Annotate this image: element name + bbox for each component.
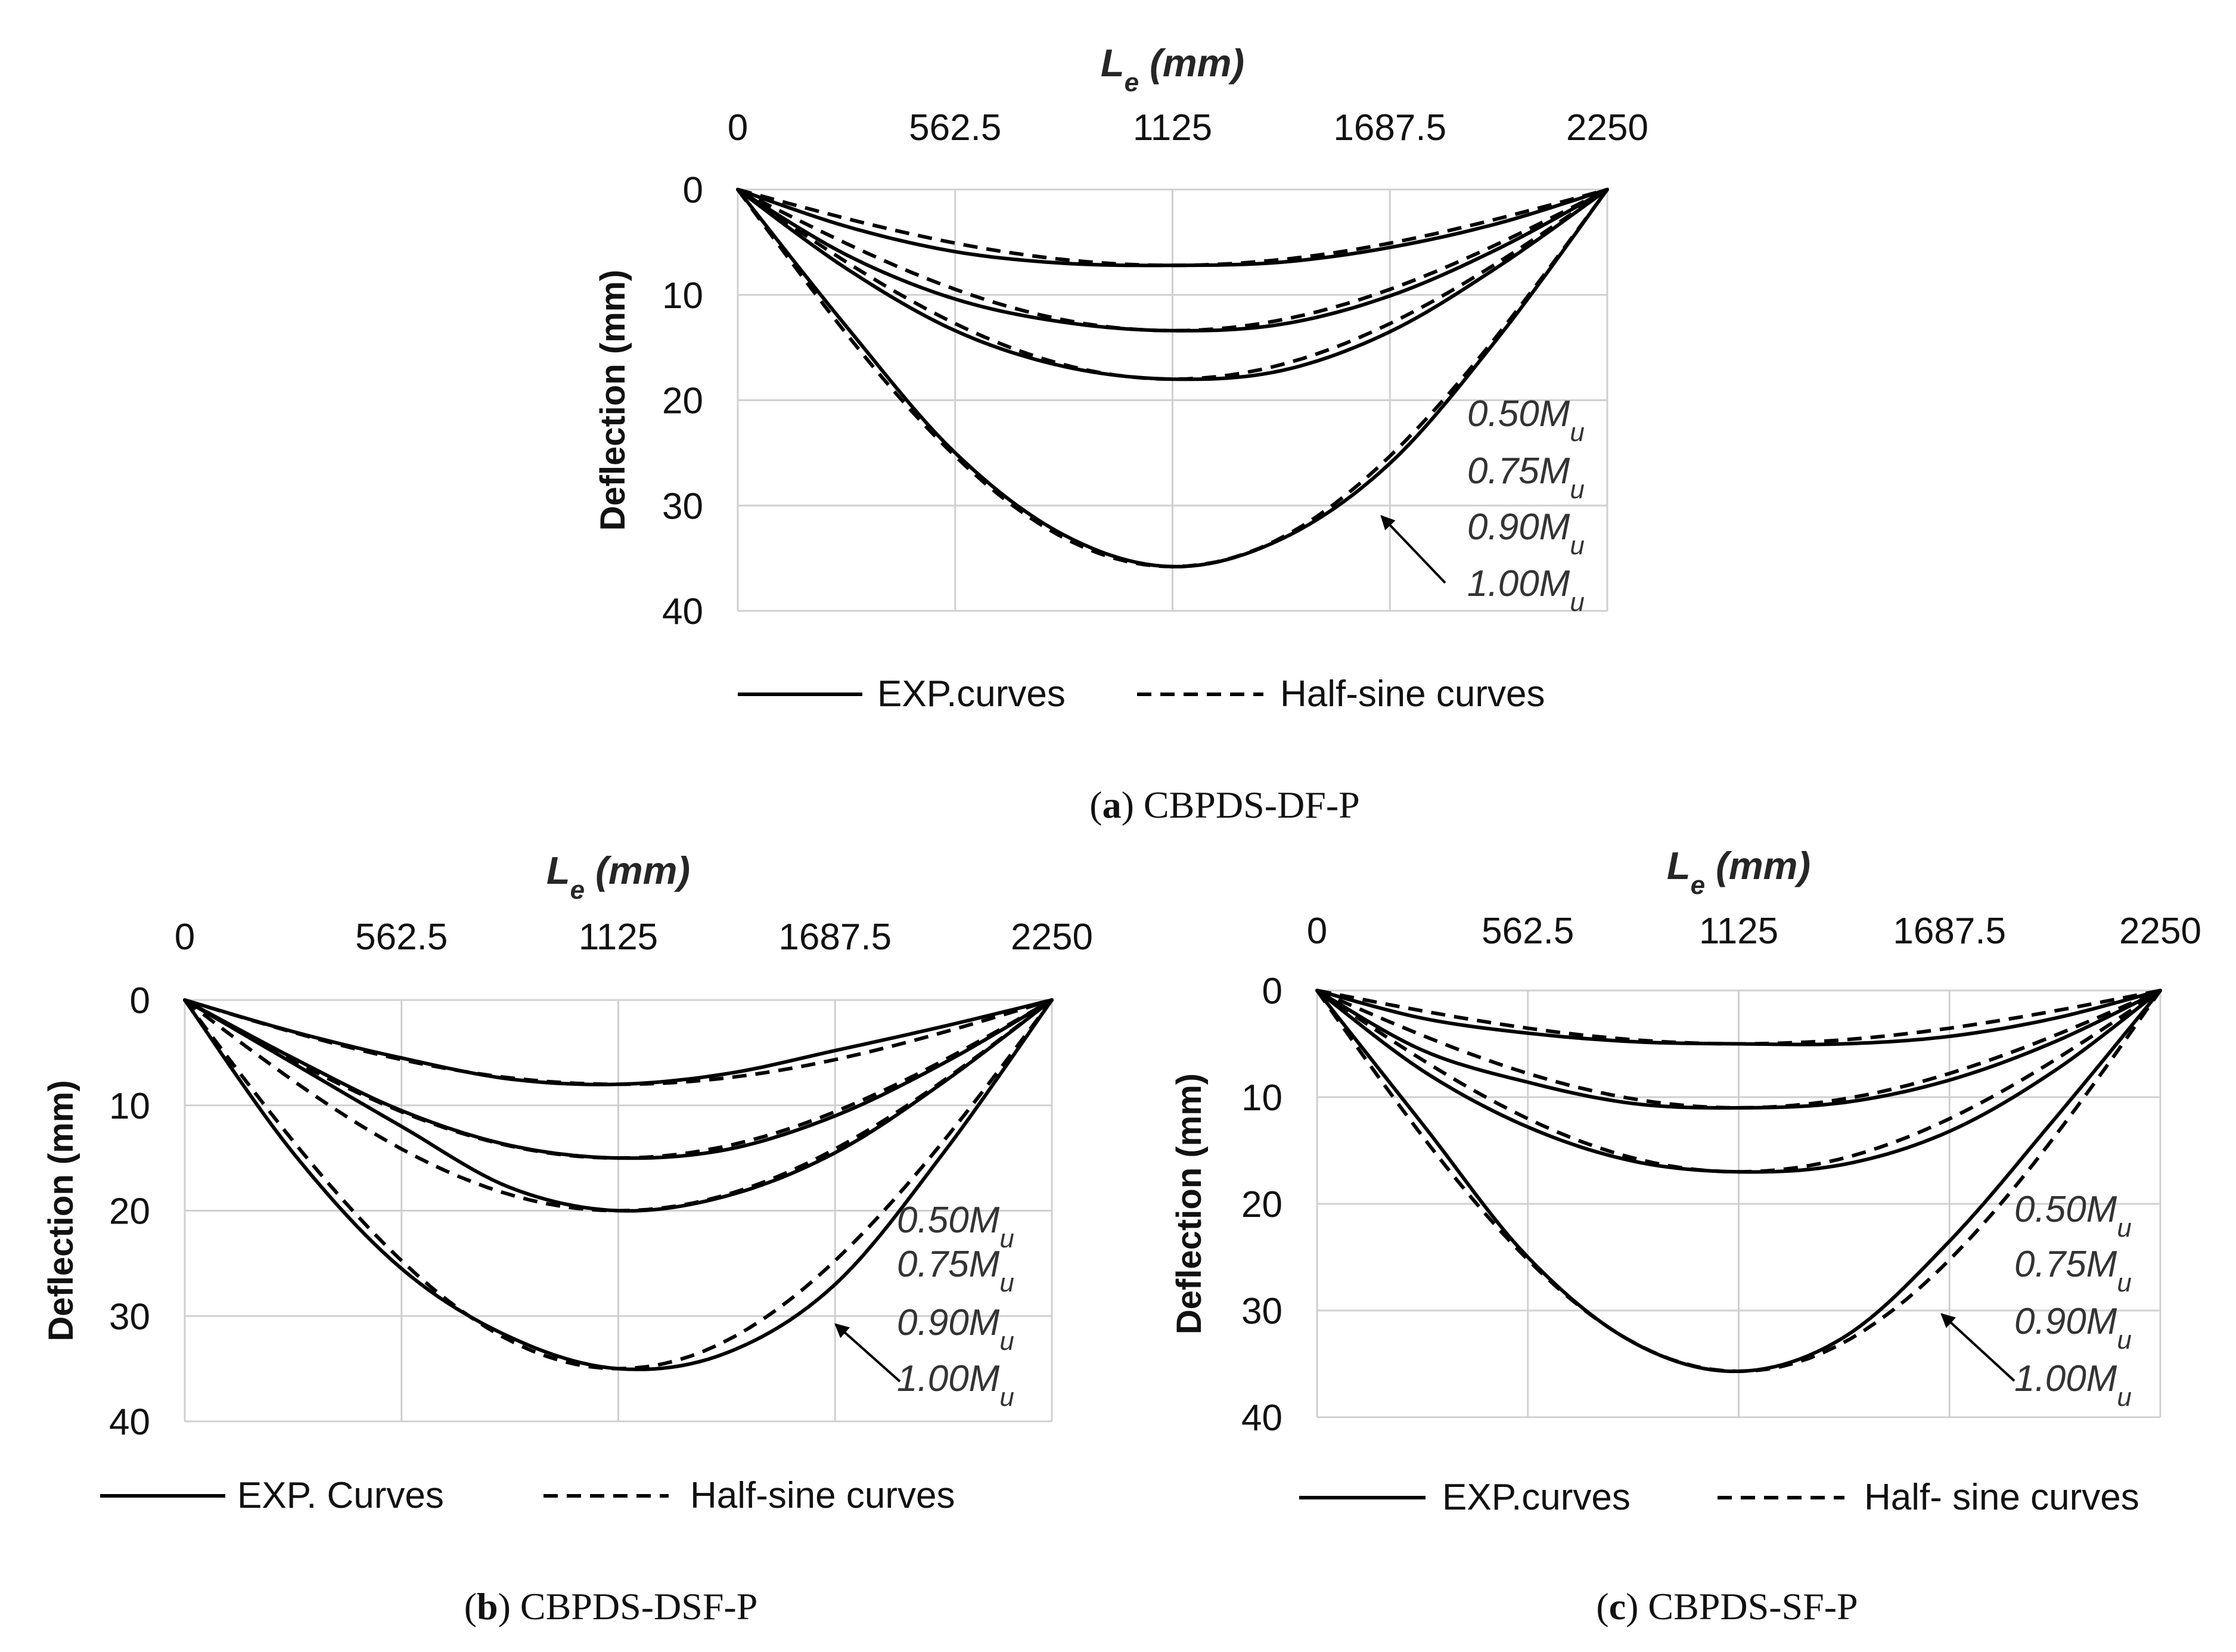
chart-title: Le (mm) [1101, 41, 1244, 97]
y-tick-label: 40 [109, 1402, 150, 1443]
x-tick-label: 0 [728, 107, 748, 148]
chart-panel-c: 0 562.5 1125 1687.5 2250 0 10 20 30 40 Le (mm) Defl… [1170, 844, 2201, 1628]
exp-curve-2 [736, 188, 1609, 333]
moment-level-label: 0.50Mu [1467, 393, 1585, 447]
y-tick-label: 20 [109, 1191, 150, 1232]
panel-caption: (b) CBPDS-DSF-P [464, 1585, 758, 1628]
half-sine-curve-1 [184, 998, 1052, 1086]
x-tick-label: 1687.5 [1333, 107, 1446, 148]
half-sine-curve-1 [737, 188, 1608, 268]
half-sine-curve-7 [1315, 989, 2162, 1373]
exp-curve-2 [1315, 989, 2162, 1110]
moment-level-label: 0.75Mu [2014, 1244, 2132, 1297]
moment-level-label: 1.00Mu [897, 1358, 1014, 1412]
y-axis-label: Deflection (mm) [594, 269, 632, 530]
x-tick-label: 2250 [1011, 917, 1093, 958]
x-tick-label: 1125 [1699, 911, 1778, 952]
moment-level-label: 0.90Mu [897, 1302, 1014, 1356]
moment-level-label: 0.50Mu [2014, 1189, 2132, 1243]
moment-level-label: 0.90Mu [1467, 507, 1585, 560]
panel-caption: (a) CBPDS-DF-P [1089, 784, 1359, 826]
annotation-arrow [834, 1323, 901, 1383]
moment-level-label: 0.50Mu [897, 1200, 1014, 1253]
y-tick-label: 10 [1241, 1077, 1282, 1119]
x-tick-label: 1687.5 [1893, 911, 2006, 952]
x-tick-label: 1125 [579, 917, 658, 958]
half-sine-curve-3 [1316, 989, 2162, 1110]
x-tick-label: 1125 [1133, 107, 1212, 148]
legend-solid-label: EXP.curves [1442, 1477, 1631, 1518]
y-tick-label: 30 [662, 486, 703, 527]
half-sine-curve-5 [737, 188, 1608, 381]
legend-dashed-label: Half- sine curves [1864, 1477, 2139, 1518]
x-tick-label: 562.5 [1482, 911, 1574, 952]
y-axis-label: Deflection (mm) [1170, 1073, 1209, 1334]
half-sine-curve-7 [183, 999, 1054, 1371]
y-tick-label: 0 [130, 980, 150, 1021]
x-tick-label: 0 [1307, 911, 1327, 952]
legend-solid-label: EXP. Curves [237, 1475, 444, 1516]
chart-title: Le (mm) [1667, 844, 1810, 900]
x-tick-label: 562.5 [909, 107, 1001, 148]
y-tick-label: 10 [662, 275, 703, 316]
half-sine-curve-1 [1316, 989, 2161, 1046]
legend-solid-label: EXP.curves [877, 673, 1066, 715]
half-sine-curve-5 [184, 998, 1053, 1213]
y-axis-label: Deflection (mm) [42, 1080, 80, 1341]
y-tick-label: 30 [1241, 1291, 1282, 1332]
x-tick-label: 2250 [2119, 911, 2201, 952]
moment-level-label: 0.75Mu [897, 1244, 1014, 1297]
x-tick-label: 2250 [1566, 107, 1648, 148]
y-tick-label: 0 [683, 170, 703, 211]
chart-title: Le (mm) [546, 849, 690, 905]
moment-level-label: 0.90Mu [2014, 1301, 2132, 1355]
annotation-arrow [1940, 1313, 2015, 1382]
x-tick-label: 0 [175, 917, 195, 958]
y-tick-label: 30 [109, 1296, 150, 1337]
chart-panel-b: 0 562.5 1125 1687.5 2250 0 10 20 30 40 Le (mm) Defl… [42, 849, 1093, 1628]
moment-level-label: 0.75Mu [1467, 451, 1585, 504]
x-tick-label: 562.5 [355, 917, 448, 958]
x-tick-label: 1687.5 [778, 917, 892, 958]
y-tick-label: 40 [1241, 1398, 1282, 1439]
half-sine-curve-7 [736, 188, 1609, 569]
legend-dashed-label: Half-sine curves [1280, 673, 1545, 715]
moment-level-label: 1.00Mu [2014, 1358, 2132, 1412]
chart-panel-a: 0 562.5 1125 1687.5 2250 0 10 20 30 40 Le (mm) Defl… [594, 41, 1648, 826]
legend-dashed-label: Half-sine curves [690, 1475, 955, 1516]
half-sine-curve-3 [184, 998, 1053, 1160]
annotation-arrow [1380, 515, 1446, 584]
exp-curve-4 [736, 188, 1609, 381]
y-tick-label: 40 [662, 591, 703, 632]
y-tick-label: 20 [662, 381, 703, 422]
y-tick-label: 20 [1241, 1184, 1282, 1225]
moment-level-label: 1.00Mu [1467, 563, 1585, 617]
half-sine-curve-5 [1316, 989, 2162, 1174]
y-tick-label: 0 [1262, 971, 1282, 1012]
panel-caption: (c) CBPDS-SF-P [1596, 1585, 1858, 1628]
y-tick-label: 10 [109, 1086, 150, 1127]
